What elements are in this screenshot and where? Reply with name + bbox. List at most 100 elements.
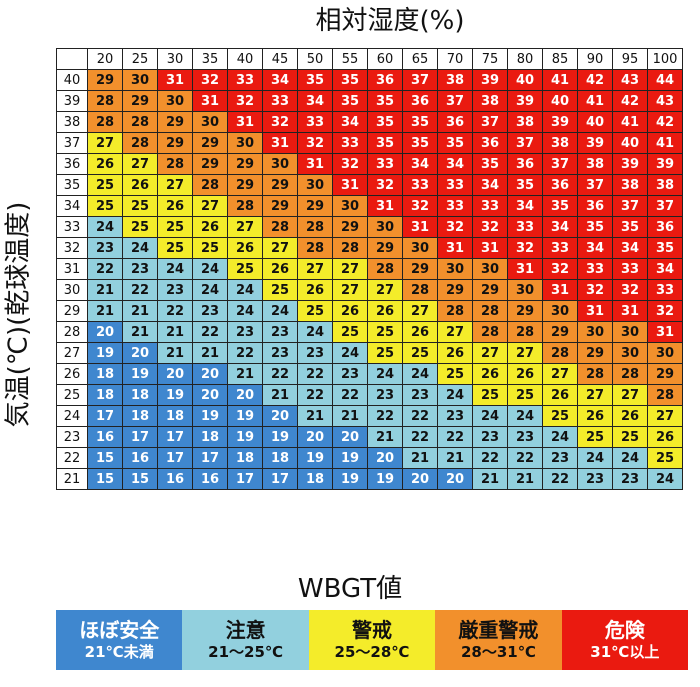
heatmap-cell: 28: [647, 384, 683, 406]
heatmap-cell: 27: [157, 174, 193, 196]
heatmap-cell: 25: [367, 342, 403, 364]
heatmap-cell: 24: [297, 321, 333, 343]
heatmap-cell: 33: [227, 69, 263, 91]
heatmap-cell: 40: [612, 132, 648, 154]
heatmap-cell: 23: [542, 447, 578, 469]
heatmap-cell: 33: [507, 216, 543, 238]
heatmap-cell: 29: [262, 174, 298, 196]
heatmap-cell: 18: [87, 384, 123, 406]
heatmap-cell: 24: [577, 447, 613, 469]
y-tick-label: 29: [56, 300, 88, 322]
heatmap-cell: 17: [262, 468, 298, 490]
heatmap-cell: 15: [87, 447, 123, 469]
heatmap-cell: 43: [647, 90, 683, 112]
heatmap-cell: 28: [472, 300, 508, 322]
heatmap-cell: 35: [542, 195, 578, 217]
heatmap-cell: 36: [647, 216, 683, 238]
heatmap-cell: 39: [542, 111, 578, 133]
y-axis-title-wrap: 気温(℃)(乾球温度): [0, 90, 36, 538]
y-tick-label: 22: [56, 447, 88, 469]
heatmap-cell: 37: [402, 69, 438, 91]
heatmap-cell: 29: [192, 132, 228, 154]
heatmap-cell: 24: [262, 300, 298, 322]
heatmap-cell: 32: [612, 279, 648, 301]
x-tick-label: 100: [647, 48, 683, 70]
heatmap-cell: 35: [507, 174, 543, 196]
heatmap-cell: 19: [332, 468, 368, 490]
heatmap-cell: 25: [122, 195, 158, 217]
heatmap-cell: 33: [472, 195, 508, 217]
heatmap-cell: 29: [647, 363, 683, 385]
heatmap-cell: 24: [647, 468, 683, 490]
heatmap-cell: 30: [402, 237, 438, 259]
heatmap-cell: 21: [297, 405, 333, 427]
heatmap-cell: 28: [507, 321, 543, 343]
heatmap-cell: 29: [262, 195, 298, 217]
heatmap-cell: 27: [367, 279, 403, 301]
heatmap-cell: 32: [227, 90, 263, 112]
heatmap-cell: 27: [402, 300, 438, 322]
heatmap-cell: 24: [227, 300, 263, 322]
heatmap-cell: 17: [87, 405, 123, 427]
heatmap-cell: 23: [157, 279, 193, 301]
heatmap-cell: 22: [367, 405, 403, 427]
heatmap-cell: 26: [262, 258, 298, 280]
heatmap-cell: 26: [332, 300, 368, 322]
heatmap-cell: 28: [87, 90, 123, 112]
heatmap-cell: 30: [612, 321, 648, 343]
heatmap-cell: 17: [192, 447, 228, 469]
heatmap-cell: 28: [297, 216, 333, 238]
heatmap-cell: 38: [507, 111, 543, 133]
heatmap-cell: 27: [612, 384, 648, 406]
heatmap-cell: 36: [507, 153, 543, 175]
heatmap-cell: 36: [437, 111, 473, 133]
heatmap-cell: 29: [157, 111, 193, 133]
heatmap-cell: 16: [87, 426, 123, 448]
heatmap-cell: 22: [402, 405, 438, 427]
heatmap-cell: 22: [192, 321, 228, 343]
heatmap-cell: 27: [437, 321, 473, 343]
heatmap-cell: 19: [367, 468, 403, 490]
heatmap-cell: 36: [472, 132, 508, 154]
heatmap-cell: 23: [87, 237, 123, 259]
legend-item: 警戒 25〜28℃: [308, 610, 436, 670]
heatmap-cell: 42: [612, 90, 648, 112]
heatmap-cell: 29: [507, 300, 543, 322]
y-tick-label: 28: [56, 321, 88, 343]
heatmap-cell: 25: [297, 300, 333, 322]
heatmap-cell: 43: [612, 69, 648, 91]
legend-item-name: ほぼ安全: [79, 618, 160, 642]
heatmap-cell: 32: [192, 69, 228, 91]
heatmap-cell: 41: [577, 90, 613, 112]
table-row: 35 25 26 27 28 29 29 30 31 32 33 33 34 35 36 37 38 38: [56, 174, 683, 196]
heatmap-cell: 31: [507, 258, 543, 280]
heatmap-cell: 35: [332, 69, 368, 91]
heatmap-cell: 26: [612, 405, 648, 427]
heatmap-cell: 27: [542, 363, 578, 385]
heatmap-cell: 35: [437, 132, 473, 154]
heatmap-cell: 28: [472, 321, 508, 343]
heatmap-cell: 20: [402, 468, 438, 490]
heatmap-cell: 36: [542, 174, 578, 196]
x-tick-label: 80: [507, 48, 543, 70]
heatmap-cell: 30: [122, 69, 158, 91]
heatmap-cell: 22: [332, 384, 368, 406]
x-tick-label: 35: [192, 48, 228, 70]
heatmap-cell: 22: [437, 426, 473, 448]
heatmap-cell: 34: [402, 153, 438, 175]
heatmap-cell: 36: [402, 90, 438, 112]
heatmap-cell: 21: [507, 468, 543, 490]
heatmap-cell: 22: [122, 279, 158, 301]
table-row: 21 15 15 16 16 17 17 18 19 19 20 20 21 21 22 23 23 24: [56, 468, 683, 490]
heatmap-cell: 28: [297, 237, 333, 259]
heatmap-cell: 29: [542, 321, 578, 343]
table-row: 34 25 25 26 27 28 29 29 30 31 32 33 33 34 35 36 37 37: [56, 195, 683, 217]
heatmap-cell: 18: [192, 426, 228, 448]
legend-item: 危険 31℃以上: [561, 610, 689, 670]
heatmap-cell: 27: [87, 132, 123, 154]
x-tick-label: 70: [437, 48, 473, 70]
y-tick-label: 40: [56, 69, 88, 91]
heatmap-cell: 38: [612, 174, 648, 196]
heatmap-cell: 21: [227, 363, 263, 385]
heatmap-cell: 30: [647, 342, 683, 364]
